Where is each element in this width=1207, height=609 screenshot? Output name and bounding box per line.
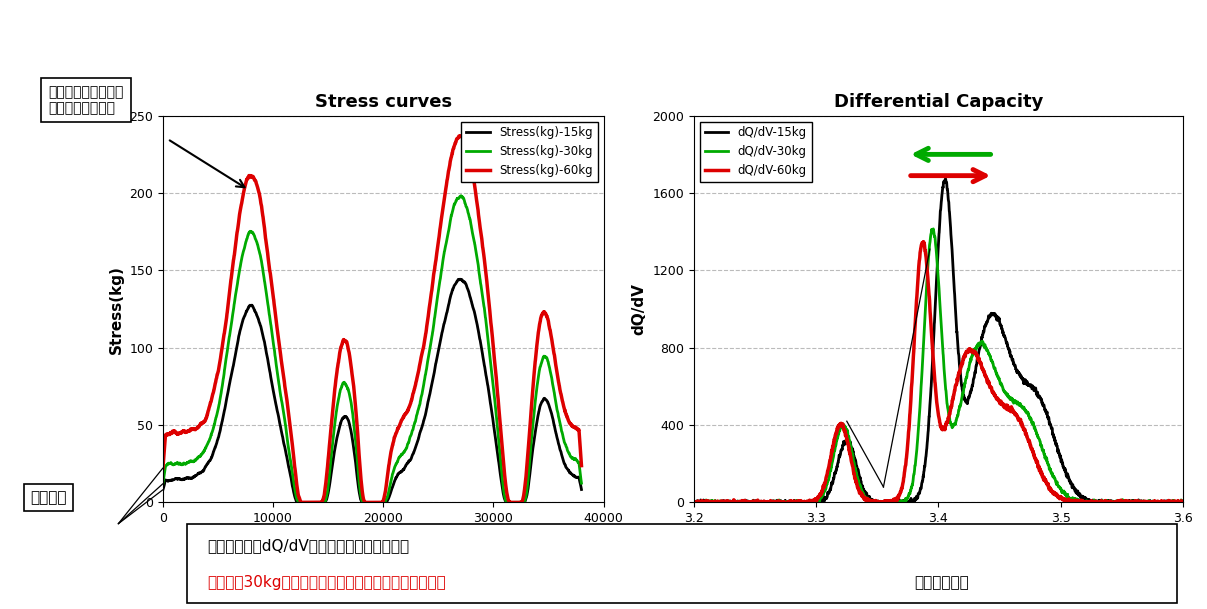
- Text: 初期荷重別にdQ/dVピークーのシフトが発生: 初期荷重別にdQ/dVピークーのシフトが発生: [206, 538, 409, 553]
- Stress(kg)-15kg: [575, 486, 589, 493]
- Line: Stress(kg)-60kg: Stress(kg)-60kg: [163, 136, 582, 502]
- dQ/dV-15kg: [771, 499, 786, 506]
- Stress(kg)-60kg: [349, 403, 363, 410]
- Stress(kg)-15kg: [453, 275, 467, 283]
- Stress(kg)-60kg: [156, 464, 170, 471]
- dQ/dV-30kg: [896, 498, 910, 505]
- Text: と考えられる: と考えられる: [915, 575, 969, 590]
- dQ/dV-15kg: [874, 498, 888, 505]
- Stress(kg)-30kg: [454, 192, 468, 199]
- Title: Differential Capacity: Differential Capacity: [834, 93, 1043, 111]
- Text: 充放電時のセル膨張
による荷重の増加: 充放電時のセル膨張 による荷重の増加: [48, 85, 123, 116]
- Stress(kg)-15kg: [156, 486, 170, 493]
- dQ/dV-60kg: [1176, 499, 1190, 506]
- Stress(kg)-30kg: [575, 479, 589, 487]
- Y-axis label: dQ/dV: dQ/dV: [632, 283, 647, 335]
- Stress(kg)-15kg: [485, 416, 500, 423]
- dQ/dV-15kg: [1176, 499, 1190, 506]
- Stress(kg)-15kg: [349, 459, 363, 466]
- Title: Stress curves: Stress curves: [315, 93, 451, 111]
- Stress(kg)-30kg: [485, 379, 500, 386]
- Stress(kg)-30kg: [349, 437, 363, 444]
- Stress(kg)-15kg: [562, 468, 577, 476]
- dQ/dV-30kg: [1166, 498, 1180, 505]
- Stress(kg)-15kg: [177, 476, 192, 483]
- dQ/dV-60kg: [1114, 497, 1129, 504]
- dQ/dV-60kg: [874, 499, 888, 506]
- Line: Stress(kg)-15kg: Stress(kg)-15kg: [163, 279, 582, 502]
- Stress(kg)-60kg: [177, 428, 192, 435]
- dQ/dV-60kg: [1166, 499, 1180, 506]
- Stress(kg)-30kg: [562, 451, 577, 459]
- dQ/dV-60kg: [687, 499, 701, 506]
- dQ/dV-60kg: [742, 499, 757, 506]
- Stress(kg)-60kg: [575, 462, 589, 470]
- dQ/dV-60kg: [916, 238, 931, 245]
- dQ/dV-30kg: [926, 225, 940, 233]
- Line: dQ/dV-15kg: dQ/dV-15kg: [694, 178, 1183, 502]
- X-axis label: Voltage/V: Voltage/V: [897, 530, 980, 546]
- Stress(kg)-15kg: [291, 499, 305, 506]
- Stress(kg)-30kg: [156, 480, 170, 487]
- dQ/dV-15kg: [938, 175, 952, 182]
- dQ/dV-30kg: [1114, 498, 1129, 505]
- dQ/dV-30kg: [687, 498, 701, 505]
- Line: dQ/dV-30kg: dQ/dV-30kg: [694, 229, 1183, 502]
- dQ/dV-15kg: [1114, 497, 1129, 504]
- Legend: dQ/dV-15kg, dQ/dV-30kg, dQ/dV-60kg: dQ/dV-15kg, dQ/dV-30kg, dQ/dV-60kg: [700, 122, 811, 182]
- dQ/dV-30kg: [874, 499, 888, 506]
- Legend: Stress(kg)-15kg, Stress(kg)-30kg, Stress(kg)-60kg: Stress(kg)-15kg, Stress(kg)-30kg, Stress…: [461, 122, 597, 182]
- dQ/dV-30kg: [687, 499, 701, 506]
- Line: Stress(kg)-30kg: Stress(kg)-30kg: [163, 195, 582, 502]
- dQ/dV-30kg: [742, 498, 757, 505]
- Stress(kg)-30kg: [292, 499, 307, 506]
- Stress(kg)-15kg: [360, 499, 374, 506]
- dQ/dV-60kg: [896, 481, 910, 488]
- Text: 初期荷重: 初期荷重: [30, 490, 66, 505]
- Stress(kg)-30kg: [562, 450, 577, 457]
- X-axis label: Time/s: Time/s: [355, 530, 412, 546]
- dQ/dV-30kg: [771, 497, 786, 504]
- Stress(kg)-60kg: [360, 499, 374, 506]
- dQ/dV-60kg: [771, 499, 786, 506]
- Stress(kg)-60kg: [296, 499, 310, 506]
- dQ/dV-15kg: [896, 498, 910, 505]
- Stress(kg)-30kg: [360, 499, 374, 506]
- dQ/dV-15kg: [687, 499, 701, 506]
- Stress(kg)-60kg: [562, 420, 577, 427]
- Line: dQ/dV-60kg: dQ/dV-60kg: [694, 242, 1183, 502]
- dQ/dV-30kg: [1176, 499, 1190, 506]
- Stress(kg)-60kg: [485, 339, 500, 347]
- dQ/dV-15kg: [1166, 497, 1180, 504]
- FancyBboxPatch shape: [187, 524, 1177, 603]
- Stress(kg)-30kg: [177, 460, 192, 467]
- Y-axis label: Stress(kg): Stress(kg): [109, 265, 124, 353]
- Stress(kg)-60kg: [451, 132, 466, 139]
- Text: 初期荷重30kg時が電池の内部抗抗が最小になっている: 初期荷重30kg時が電池の内部抗抗が最小になっている: [206, 575, 445, 590]
- dQ/dV-15kg: [742, 499, 757, 506]
- Stress(kg)-60kg: [562, 420, 577, 427]
- Stress(kg)-15kg: [562, 469, 577, 476]
